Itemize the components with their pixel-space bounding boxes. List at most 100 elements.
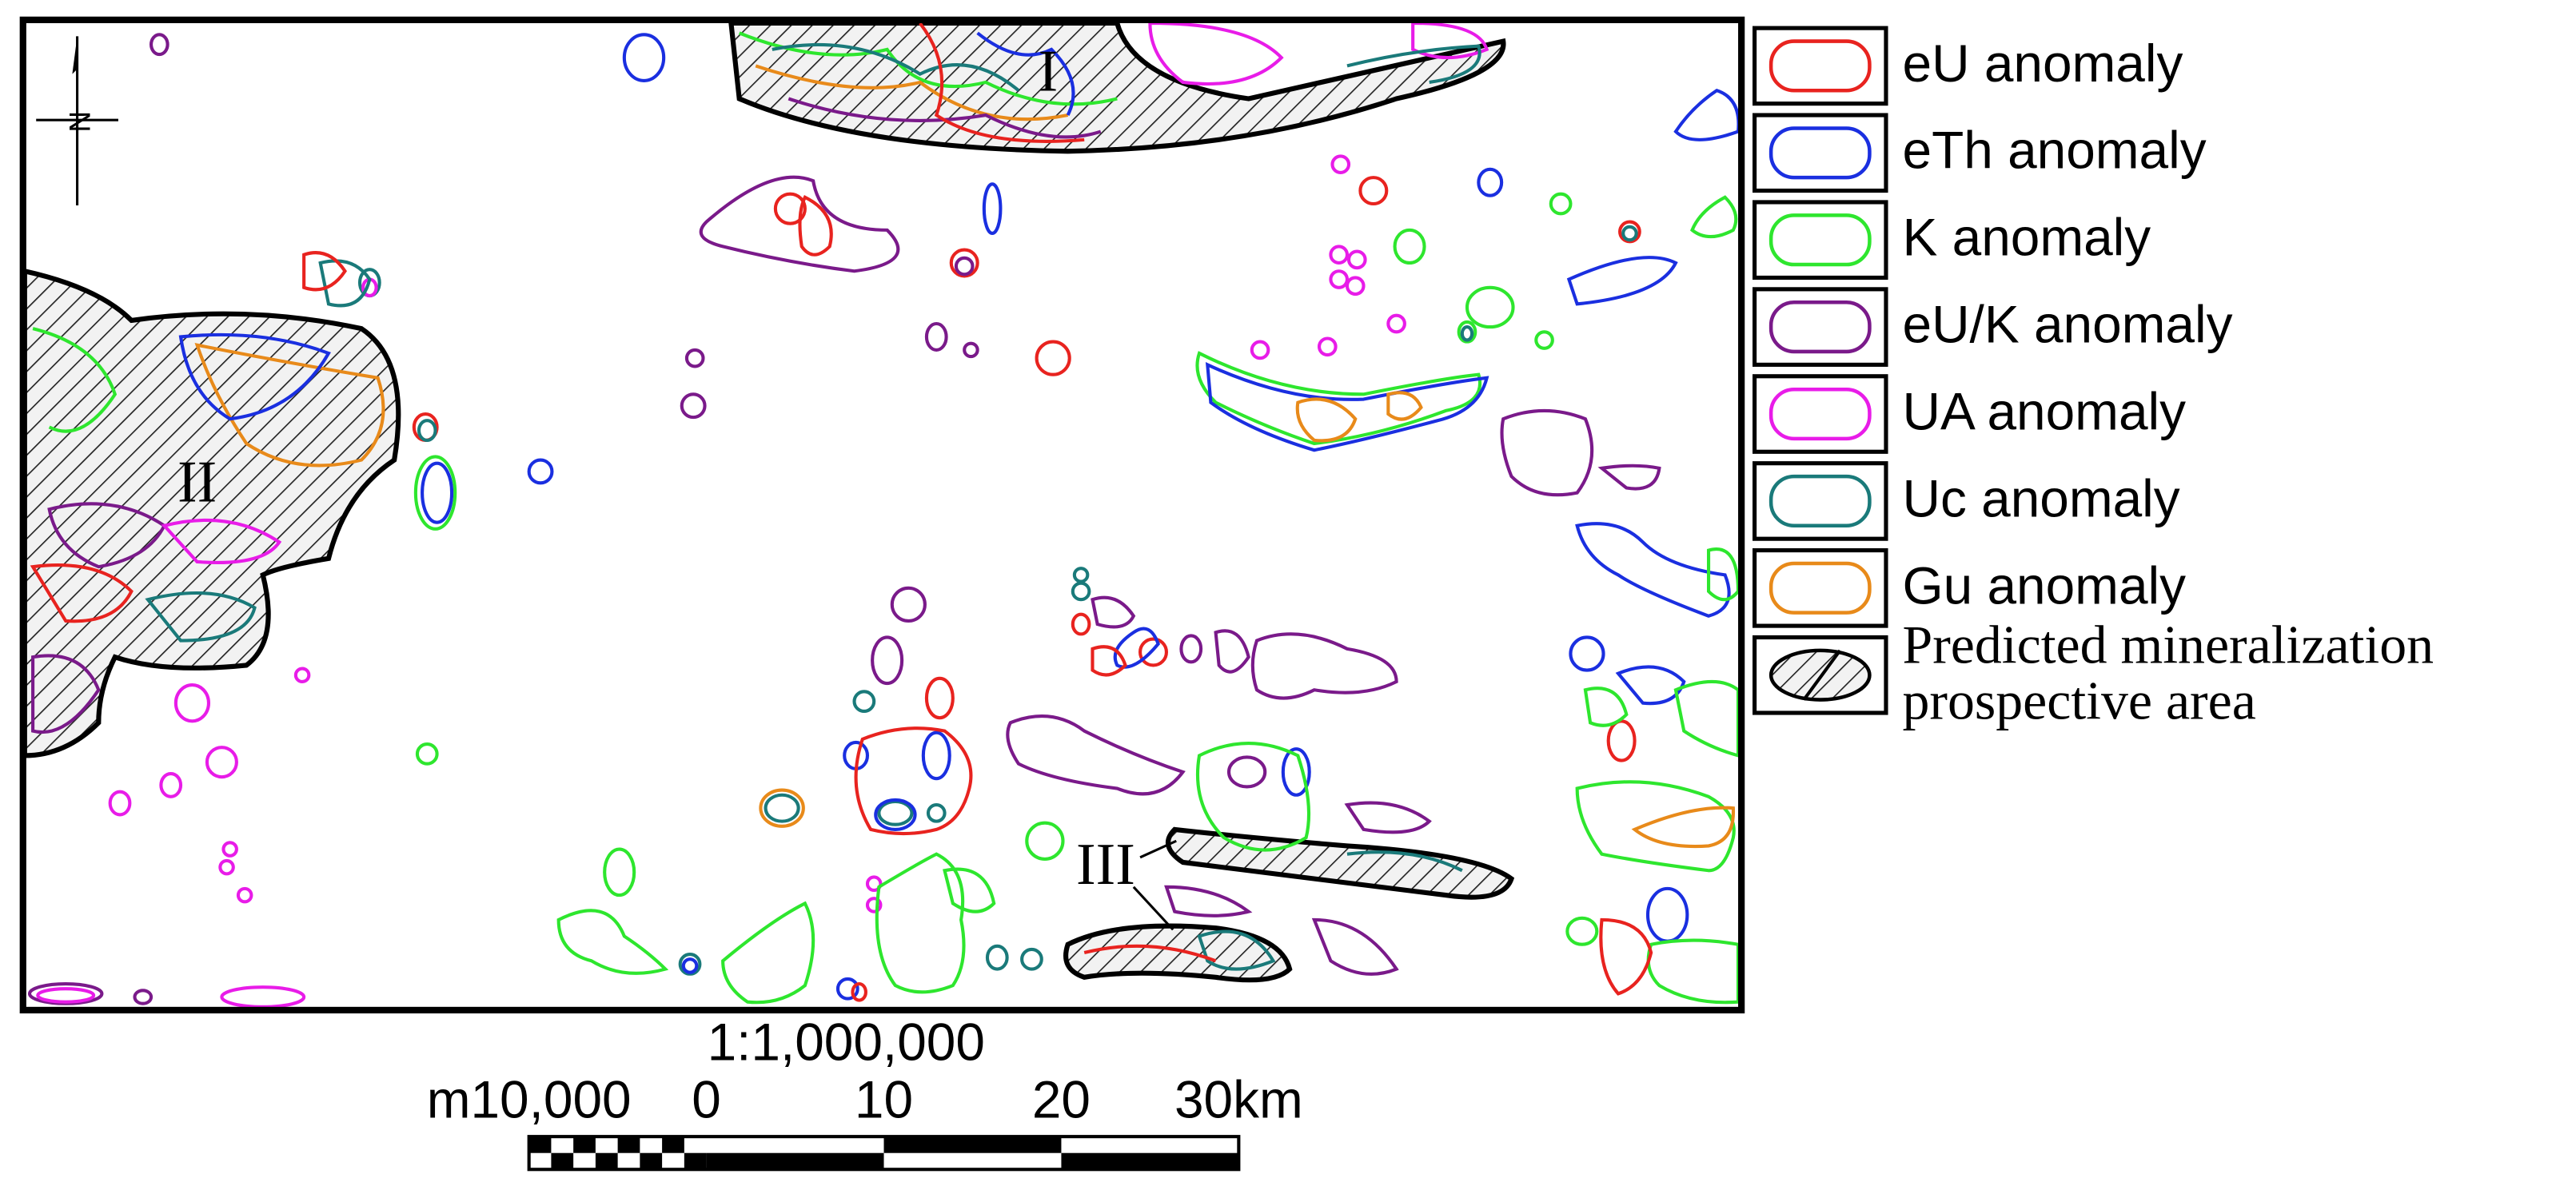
anomaly-outline (926, 803, 947, 823)
map-body (22, 20, 1741, 1009)
leader-line (1132, 886, 1174, 931)
prospective-area (1165, 826, 1515, 900)
anomaly-outline (622, 33, 666, 82)
scale-segment (684, 1152, 707, 1170)
anomaly-outline (302, 251, 347, 292)
legend-swatch (1769, 561, 1872, 615)
legend-label: prospective area (1903, 671, 2256, 730)
anomaly-outline (1597, 464, 1661, 491)
anomaly-outline (1311, 917, 1399, 976)
scale-segment (528, 1136, 552, 1153)
anomaly-outline (699, 175, 900, 273)
anomaly-outline (1566, 256, 1678, 306)
anomaly-outline (417, 419, 437, 442)
anomaly-outline (1214, 629, 1250, 674)
anomaly-outline (943, 867, 996, 913)
anomaly-outline (32, 327, 118, 433)
anomaly-outline (1346, 249, 1367, 270)
anomaly-outlines (27, 21, 1741, 1009)
anomaly-outline (47, 502, 167, 569)
anomaly-outline (976, 31, 1075, 116)
anomaly-outline (764, 793, 800, 823)
anomaly-outline (875, 852, 966, 994)
anomaly-outline (178, 332, 331, 421)
anomaly-outline (1071, 581, 1091, 602)
legend-label: eU/K anomaly (1903, 295, 2233, 354)
anomaly-outline (1549, 192, 1573, 216)
anomaly-outline (759, 788, 805, 828)
legend: eU anomaly eTh anomaly K anomaly eU/K anoma… (1753, 26, 2434, 730)
anomaly-outline (1195, 351, 1481, 446)
legend-label: UA anomaly (1903, 381, 2187, 440)
scale-label: 30km (1174, 1069, 1303, 1128)
anomaly-outline (852, 690, 876, 714)
anomaly-outline (865, 897, 883, 913)
anomaly-outline (924, 676, 955, 720)
anomaly-outline (1226, 755, 1267, 789)
anomaly-outline (684, 348, 705, 368)
anomaly-outline (1197, 929, 1276, 971)
north-arrow: N (36, 36, 118, 206)
area-label: III (1076, 832, 1135, 897)
north-label: N (63, 111, 96, 133)
legend-label: Uc anomaly (1903, 468, 2180, 527)
anomaly-outline (1295, 397, 1358, 443)
anomaly-outline (788, 97, 1102, 139)
legend-label: K anomaly (1903, 208, 2151, 267)
legend-swatch (1769, 39, 1872, 93)
anomaly-outline (1091, 645, 1127, 677)
anomaly-outline (1250, 340, 1270, 360)
anomaly-outline (924, 321, 948, 352)
anomaly-outline (1329, 269, 1350, 289)
anomaly-outline (1345, 276, 1366, 296)
anomaly-outline (680, 392, 707, 420)
anomaly-outline (1606, 719, 1637, 762)
anomaly-outline (205, 746, 238, 779)
anomaly-outline (1250, 632, 1398, 700)
anomaly-outline (293, 667, 311, 684)
anomaly-outline (1534, 330, 1554, 350)
predicted-areas (22, 20, 1515, 983)
scale-segment (595, 1152, 618, 1170)
area-label: I (1039, 39, 1059, 105)
anomaly-outline (874, 798, 917, 831)
anomaly-outline (1091, 595, 1136, 629)
anomaly-outline (1583, 687, 1629, 727)
anomaly-outline (30, 563, 134, 623)
scale-bar: m10,000 0 10 20 30km (427, 1069, 1303, 1172)
anomaly-outline (161, 518, 282, 565)
anomaly-outline (1599, 917, 1653, 996)
anomaly-outline (1565, 916, 1599, 946)
anomaly-outline (1673, 88, 1741, 141)
prospective-area (1063, 923, 1293, 983)
anomaly-outline (1411, 21, 1489, 60)
anomaly-outline (556, 909, 669, 975)
legend-swatch (1802, 649, 1842, 701)
anomaly-outline (603, 847, 636, 897)
anomaly-outline (755, 64, 1069, 121)
anomaly-outline (890, 586, 927, 623)
anomaly-outline (527, 458, 554, 485)
anomaly-outline (798, 195, 833, 257)
anomaly-outline (985, 944, 1009, 971)
anomaly-outline (1575, 780, 1736, 873)
legend-label: eTh anomaly (1903, 121, 2207, 180)
anomaly-outline (31, 654, 101, 734)
anomaly-outline (1465, 285, 1515, 329)
legend-swatch (1769, 213, 1872, 267)
legend-swatch (1769, 126, 1872, 180)
map-frame (19, 16, 1745, 1014)
anomaly-outline (1621, 225, 1638, 242)
anomaly-outline (145, 591, 257, 643)
anomaly-outline (954, 256, 975, 277)
anomaly-outline (851, 981, 867, 1002)
scale-segment (662, 1136, 684, 1153)
anomaly-outline (1020, 947, 1043, 971)
anomaly-outline (1346, 850, 1463, 873)
anomaly-outline (1575, 522, 1731, 618)
legend-swatch (1769, 387, 1872, 441)
anomaly-outline (236, 886, 253, 904)
anomaly-outline (854, 726, 973, 836)
